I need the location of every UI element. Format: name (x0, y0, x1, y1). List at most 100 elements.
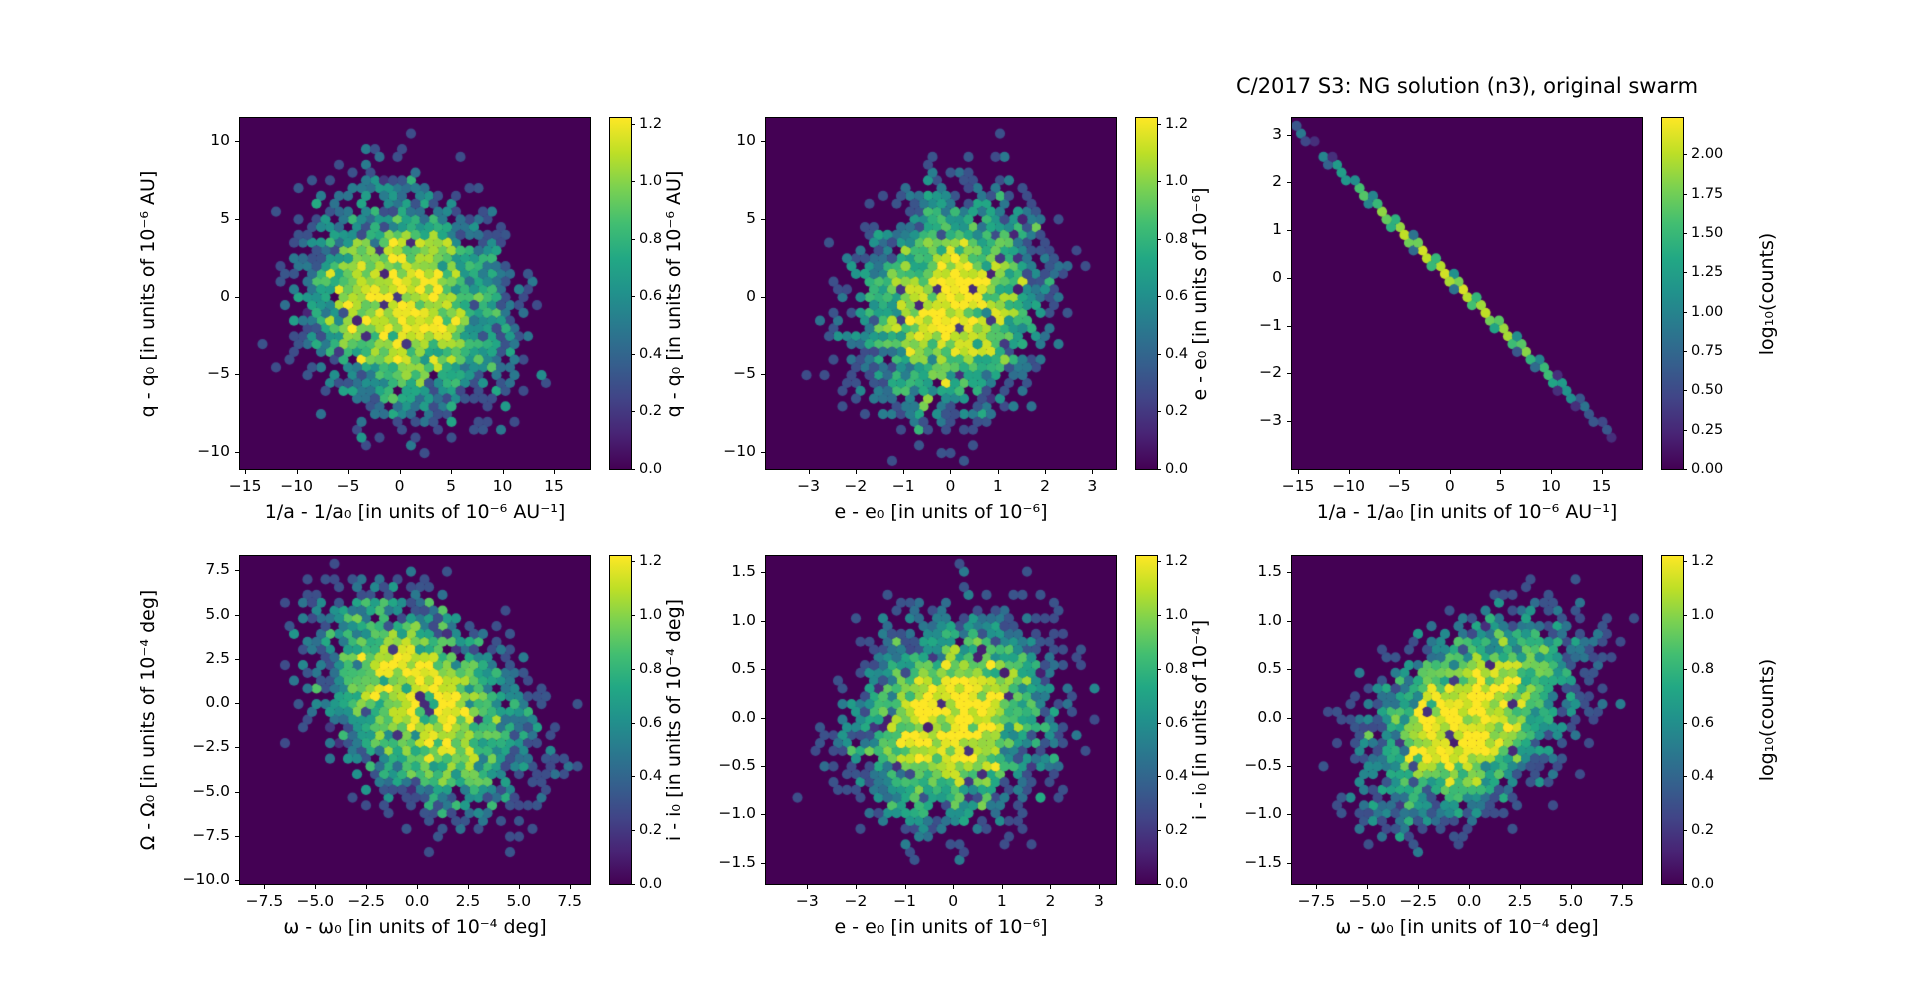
y-tick-label: 0 (220, 286, 230, 305)
y-tick-mark (761, 296, 765, 298)
y-tick-label: −1.0 (718, 804, 756, 823)
colorbar-tick-mark (631, 123, 635, 125)
hexbin-canvas (766, 118, 1116, 469)
x-tick-mark (903, 470, 905, 474)
plot-area (765, 555, 1117, 885)
colorbar-tick-mark (1683, 830, 1687, 832)
y-tick-mark (235, 451, 239, 453)
colorbar-tick-label: 0.50 (1691, 382, 1724, 399)
colorbar-tick-label: 0.4 (639, 345, 663, 362)
y-tick-mark (761, 669, 765, 671)
colorbar-tick-label: 1.2 (639, 115, 663, 132)
colorbar-gradient (1136, 118, 1157, 469)
x-tick-mark (1418, 885, 1420, 889)
y-tick-label: 1.5 (731, 562, 756, 581)
y-tick-mark (1287, 373, 1291, 375)
colorbar-tick-mark (631, 238, 635, 240)
x-tick-label: −3 (795, 892, 819, 910)
colorbar-tick-label: 0.2 (1165, 822, 1189, 839)
y-tick-label: 10 (736, 131, 756, 150)
hexbin-canvas (1292, 556, 1642, 884)
y-tick-label: 1 (1272, 220, 1282, 239)
y-tick-mark (1287, 182, 1291, 184)
colorbar-tick-mark (1683, 776, 1687, 778)
colorbar-tick-label: 0.4 (639, 768, 663, 785)
x-tick-mark (1399, 470, 1401, 474)
colorbar-tick-label: 1.00 (1691, 303, 1724, 320)
hexbin-canvas (240, 556, 590, 884)
y-tick-mark (235, 218, 239, 220)
y-axis-label: i - i₀ [in units of 10⁻⁴] (1189, 619, 1211, 821)
colorbar-tick-mark (1157, 296, 1161, 298)
y-tick-label: −10 (723, 441, 756, 460)
x-tick-label: 3 (1087, 477, 1098, 495)
colorbar-tick-mark (1157, 181, 1161, 183)
colorbar-tick-mark (1157, 668, 1161, 670)
x-tick-label: 2.5 (1507, 892, 1533, 910)
x-tick-mark (1001, 885, 1003, 889)
y-tick-label: 7.5 (205, 560, 230, 579)
colorbar-label: log₁₀(counts) (1756, 658, 1778, 782)
x-tick-mark (997, 470, 999, 474)
plot-area (1291, 555, 1643, 885)
colorbar-tick-label: 2.00 (1691, 146, 1724, 163)
x-tick-mark (1601, 470, 1603, 474)
y-tick-mark (1287, 620, 1291, 622)
x-tick-label: −10 (280, 477, 313, 495)
x-tick-label: 5 (446, 477, 456, 495)
y-tick-label: −5 (733, 364, 756, 383)
colorbar-tick-mark (1157, 238, 1161, 240)
x-tick-mark (451, 470, 453, 474)
y-tick-label: 0.5 (1257, 659, 1282, 678)
x-tick-label: 7.5 (557, 892, 582, 910)
y-tick-label: 0 (746, 286, 756, 305)
y-tick-mark (1287, 277, 1291, 279)
x-tick-mark (1550, 470, 1552, 474)
colorbar-tick-mark (1683, 272, 1687, 274)
colorbar-tick-label: 0.6 (1165, 714, 1189, 731)
y-tick-label: 10 (210, 131, 230, 150)
y-tick-mark (235, 296, 239, 298)
colorbar-tick-mark (1157, 830, 1161, 832)
x-tick-label: 0 (948, 892, 959, 910)
x-axis-label: ω - ω₀ [in units of 10⁻⁴ deg] (1335, 916, 1599, 938)
y-tick-mark (761, 218, 765, 220)
y-tick-label: 1.0 (1257, 610, 1282, 629)
y-tick-label: −1.5 (718, 852, 756, 871)
colorbar-tick-label: 0.25 (1691, 421, 1724, 438)
x-tick-mark (245, 470, 247, 474)
x-tick-mark (1298, 470, 1300, 474)
colorbar-tick-label: 0.2 (639, 403, 663, 420)
colorbar-tick-mark (1683, 469, 1687, 470)
y-tick-mark (235, 880, 239, 882)
x-tick-mark (1092, 470, 1094, 474)
colorbar-tick-mark (1683, 350, 1687, 352)
x-tick-mark (1570, 885, 1572, 889)
colorbar-tick-label: 0.2 (1691, 822, 1715, 839)
x-tick-mark (399, 470, 401, 474)
colorbar-tick-label: 0.8 (1165, 660, 1189, 677)
y-tick-mark (235, 614, 239, 616)
colorbar-tick-label: 0.0 (1165, 461, 1189, 477)
colorbar-tick-mark (631, 615, 635, 617)
y-tick-mark (1287, 421, 1291, 423)
colorbar-label: log₁₀(counts) (1756, 232, 1778, 355)
x-tick-label: −10 (1332, 477, 1365, 495)
x-tick-label: −5 (336, 477, 360, 495)
colorbar-tick-label: 0.0 (639, 876, 663, 892)
colorbar-tick-mark (1683, 429, 1687, 431)
x-tick-mark (315, 885, 317, 889)
y-tick-mark (761, 620, 765, 622)
y-tick-label: −2 (1259, 363, 1282, 382)
y-tick-label: −7.5 (192, 826, 230, 845)
x-tick-mark (808, 470, 810, 474)
x-tick-mark (553, 470, 555, 474)
colorbar-tick-label: 0.6 (1691, 714, 1715, 731)
x-tick-mark (953, 885, 955, 889)
x-tick-label: 2 (1045, 892, 1056, 910)
x-tick-label: 0.0 (404, 892, 430, 910)
y-tick-label: −0.5 (1244, 755, 1282, 774)
colorbar-tick-label: 0.0 (1165, 876, 1189, 892)
plot-area (1291, 117, 1643, 470)
colorbar-gradient (1136, 556, 1157, 884)
